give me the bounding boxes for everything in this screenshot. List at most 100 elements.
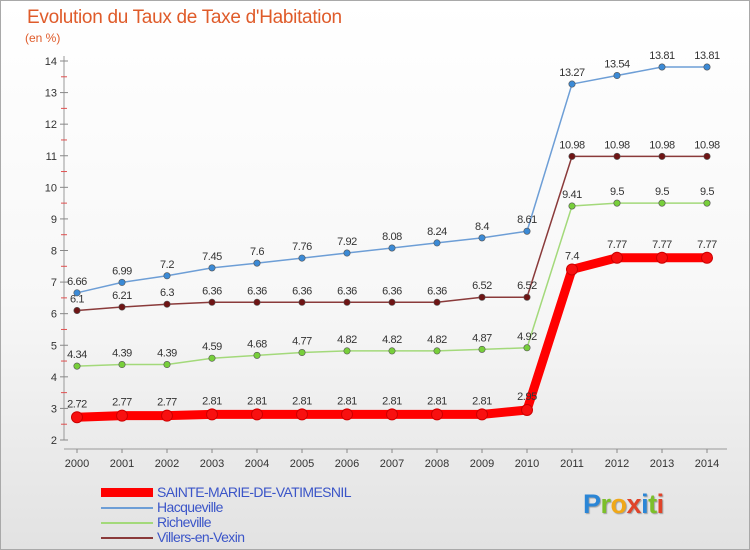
data-label: 6.99 (112, 265, 132, 277)
y-tick-label: 12 (45, 119, 57, 131)
data-label: 8.61 (517, 214, 537, 226)
y-tick-label: 11 (46, 151, 57, 163)
series-point-0 (116, 409, 128, 422)
data-label: 2.81 (247, 395, 267, 407)
data-label: 2.77 (112, 397, 132, 409)
series-point-3 (298, 298, 306, 306)
data-label: 10.98 (649, 139, 675, 151)
series-point-0 (341, 408, 353, 421)
logo-letter: i (641, 489, 649, 519)
x-tick-label: 2005 (290, 458, 314, 470)
series-point-1 (658, 63, 666, 71)
series-point-2 (478, 345, 486, 353)
data-label: 13.81 (649, 50, 675, 62)
series-point-1 (568, 80, 576, 88)
data-label: 9.5 (655, 186, 669, 198)
data-label: 6.52 (517, 280, 537, 292)
data-label: 2.81 (427, 395, 447, 407)
data-label: 7.4 (565, 250, 579, 262)
data-label: 6.36 (292, 285, 312, 297)
series-point-0 (71, 411, 83, 424)
series-point-0 (521, 403, 533, 416)
data-label: 7.2 (160, 259, 174, 271)
data-label: 7.92 (337, 236, 357, 248)
x-tick-label: 2003 (200, 458, 224, 470)
data-label: 2.81 (472, 395, 492, 407)
series-point-2 (118, 361, 126, 369)
series-point-0 (161, 409, 173, 422)
series-point-3 (163, 300, 171, 308)
data-label: 7.77 (652, 239, 672, 251)
series-point-2 (73, 362, 81, 370)
series-point-0 (476, 408, 488, 421)
series-point-2 (253, 351, 261, 359)
series-point-0 (566, 263, 578, 276)
y-tick-label: 3 (51, 403, 57, 415)
data-label: 2.95 (517, 391, 537, 403)
data-label: 2.81 (292, 395, 312, 407)
series-point-1 (163, 272, 171, 280)
data-label: 6.52 (472, 280, 492, 292)
data-label: 4.59 (202, 341, 222, 353)
data-label: 4.87 (472, 332, 492, 344)
data-label: 6.21 (112, 290, 132, 302)
series-point-0 (656, 251, 668, 264)
series-point-3 (388, 298, 396, 306)
logo-letter: r (600, 489, 612, 519)
series-point-0 (386, 408, 398, 421)
legend-swatch-hacqueville (101, 507, 153, 509)
x-tick-label: 2014 (695, 458, 719, 470)
y-tick-label: 10 (45, 182, 57, 194)
series-point-0 (296, 408, 308, 421)
data-label: 8.08 (382, 231, 402, 243)
series-point-3 (478, 293, 486, 301)
logo-letter: x (626, 489, 642, 519)
data-label: 13.27 (559, 67, 585, 79)
legend-swatch-richeville (101, 522, 153, 524)
x-tick-label: 2013 (650, 458, 674, 470)
y-tick-label: 14 (45, 56, 57, 68)
legend-swatch-villers (101, 537, 153, 539)
x-tick-label: 2006 (335, 458, 359, 470)
series-point-1 (343, 249, 351, 257)
x-tick-label: 2000 (65, 458, 89, 470)
series-point-1 (703, 63, 711, 71)
data-label: 4.39 (112, 348, 132, 360)
data-label: 2.81 (382, 395, 402, 407)
series-point-0 (251, 408, 263, 421)
x-tick-label: 2007 (380, 458, 404, 470)
y-tick-label: 8 (51, 246, 57, 258)
data-label: 7.76 (292, 241, 312, 253)
y-tick-label: 4 (51, 372, 57, 384)
y-tick-label: 6 (51, 309, 57, 321)
series-point-3 (433, 298, 441, 306)
chart-title: Evolution du Taux de Taxe d'Habitation (27, 7, 342, 28)
data-label: 7.77 (607, 239, 627, 251)
data-label: 7.45 (202, 251, 222, 263)
series-point-0 (611, 251, 623, 264)
series-point-3 (343, 298, 351, 306)
series-point-1 (613, 72, 621, 80)
data-label: 6.3 (160, 287, 174, 299)
y-tick-label: 9 (51, 214, 57, 226)
data-label: 4.82 (337, 334, 357, 346)
data-label: 6.36 (247, 285, 267, 297)
data-label: 4.34 (67, 349, 87, 361)
data-label: 6.36 (427, 285, 447, 297)
legend-label-richeville: Richeville (157, 514, 212, 530)
series-point-2 (658, 199, 666, 207)
series-point-2 (613, 199, 621, 207)
data-label: 8.24 (427, 226, 447, 238)
series-point-1 (433, 239, 441, 247)
data-label: 2.77 (157, 397, 177, 409)
data-label: 7.6 (250, 246, 264, 258)
series-point-1 (73, 289, 81, 297)
series-point-0 (431, 408, 443, 421)
logo-letter: o (610, 489, 628, 519)
data-label: 9.41 (562, 189, 582, 201)
series-point-0 (206, 408, 218, 421)
data-label: 6.1 (70, 294, 84, 306)
series-point-2 (703, 199, 711, 207)
logo-letter: P (583, 489, 601, 519)
